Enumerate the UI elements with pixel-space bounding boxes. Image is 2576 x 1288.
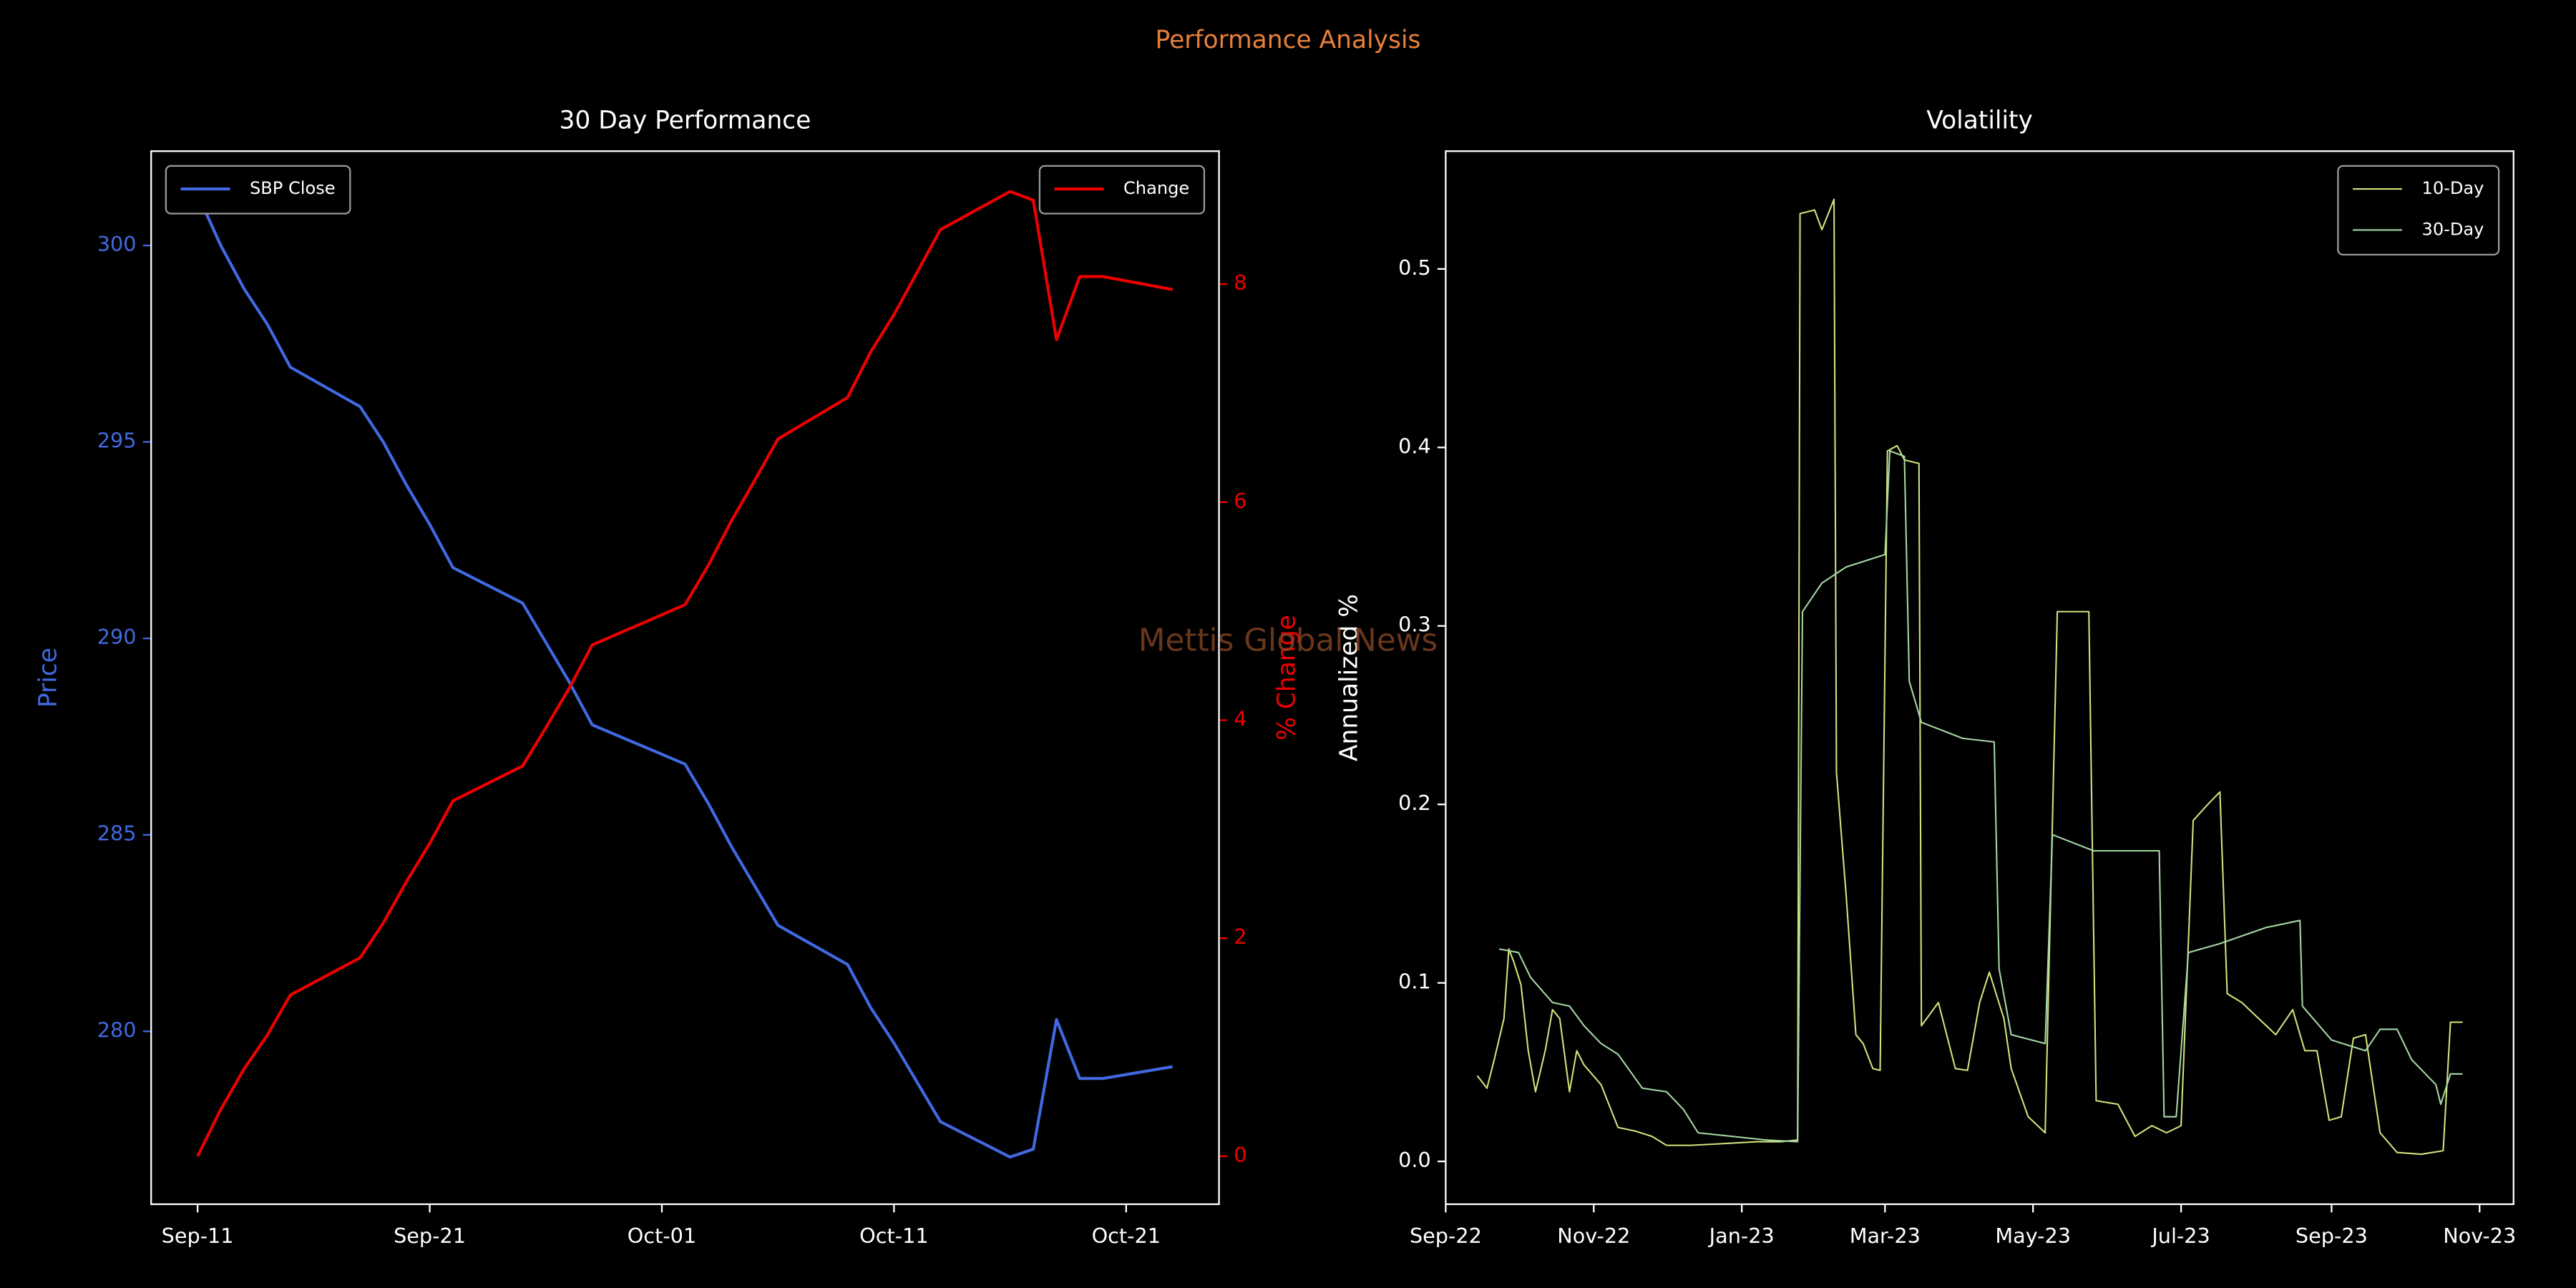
- y-tick-label: 0.2: [1398, 791, 1431, 815]
- x-tick-label: May-23: [1995, 1224, 2071, 1248]
- series-line: [1476, 198, 2463, 1156]
- y-tick-label: 0.1: [1398, 970, 1431, 994]
- y-tick-label: 0.0: [1398, 1148, 1431, 1172]
- chart-title: 30 Day Performance: [559, 106, 811, 135]
- series-line: [196, 193, 1174, 1159]
- watermark: Mettis Global News: [1138, 623, 1438, 659]
- y2-axis-label: % Change: [1273, 615, 1302, 740]
- y2-tick-label: 4: [1234, 706, 1246, 731]
- legend-label: 30-Day: [2421, 219, 2484, 239]
- legend: Change: [1038, 165, 1206, 215]
- x-tick-label: Oct-21: [1092, 1224, 1161, 1248]
- x-tick-label: Sep-23: [2296, 1224, 2368, 1248]
- legend-box: [2337, 165, 2500, 256]
- y-tick-label: 280: [97, 1018, 137, 1042]
- x-tick-label: Oct-11: [859, 1224, 928, 1248]
- x-tick-label: Sep-11: [162, 1224, 234, 1248]
- y-axis-label: Price: [34, 648, 62, 708]
- y-tick-label: 290: [97, 625, 137, 649]
- x-tick-label: Jan-23: [1708, 1224, 1775, 1248]
- legend-box: [1038, 165, 1206, 215]
- y2-tick-label: 0: [1234, 1143, 1246, 1167]
- legend: SBP Close: [165, 165, 351, 215]
- y-axis-label: Annualized %: [1335, 594, 1364, 761]
- x-tick-label: Jul-23: [2150, 1224, 2210, 1248]
- legend-label: Change: [1123, 178, 1189, 198]
- y2-tick-label: 8: [1234, 270, 1246, 295]
- x-tick-label: Nov-22: [1557, 1224, 1630, 1248]
- y2-tick-label: 6: [1234, 489, 1246, 513]
- y2-tick-label: 2: [1234, 924, 1246, 949]
- y-tick-label: 0.4: [1398, 434, 1431, 458]
- axes-frame: [1445, 150, 2514, 1206]
- legend: 10-Day 30-Day: [2337, 165, 2500, 256]
- series-line: [196, 190, 1174, 1157]
- y-tick-label: 300: [97, 232, 137, 256]
- y-tick-label: 295: [97, 429, 137, 453]
- figure-title: Performance Analysis: [1156, 26, 1421, 54]
- legend-box: [165, 165, 351, 215]
- y-tick-label: 0.5: [1398, 255, 1431, 280]
- x-tick-label: Sep-22: [1410, 1224, 1482, 1248]
- series-line: [1498, 450, 2463, 1143]
- x-tick-label: Mar-23: [1850, 1224, 1921, 1248]
- legend-label: 10-Day: [2421, 178, 2484, 198]
- axes-frame: [150, 150, 1220, 1206]
- y-tick-label: 285: [97, 821, 137, 846]
- x-tick-label: Sep-21: [394, 1224, 466, 1248]
- y-tick-label: 0.3: [1398, 613, 1431, 637]
- legend-label: SBP Close: [250, 178, 336, 198]
- x-tick-label: Oct-01: [628, 1224, 696, 1248]
- x-tick-label: Nov-23: [2443, 1224, 2516, 1248]
- chart-title: Volatility: [1926, 106, 2033, 135]
